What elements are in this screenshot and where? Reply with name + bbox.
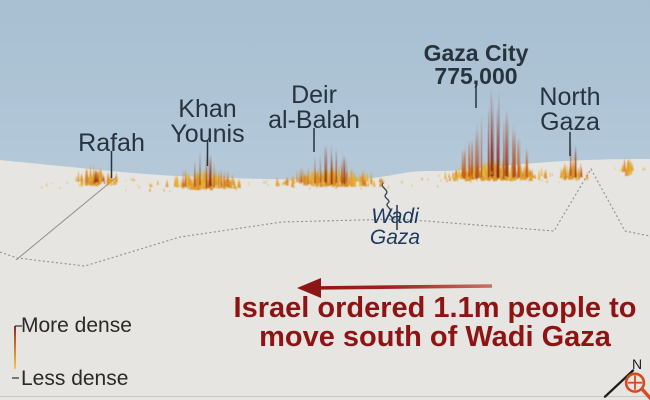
svg-text:N: N — [632, 356, 642, 372]
